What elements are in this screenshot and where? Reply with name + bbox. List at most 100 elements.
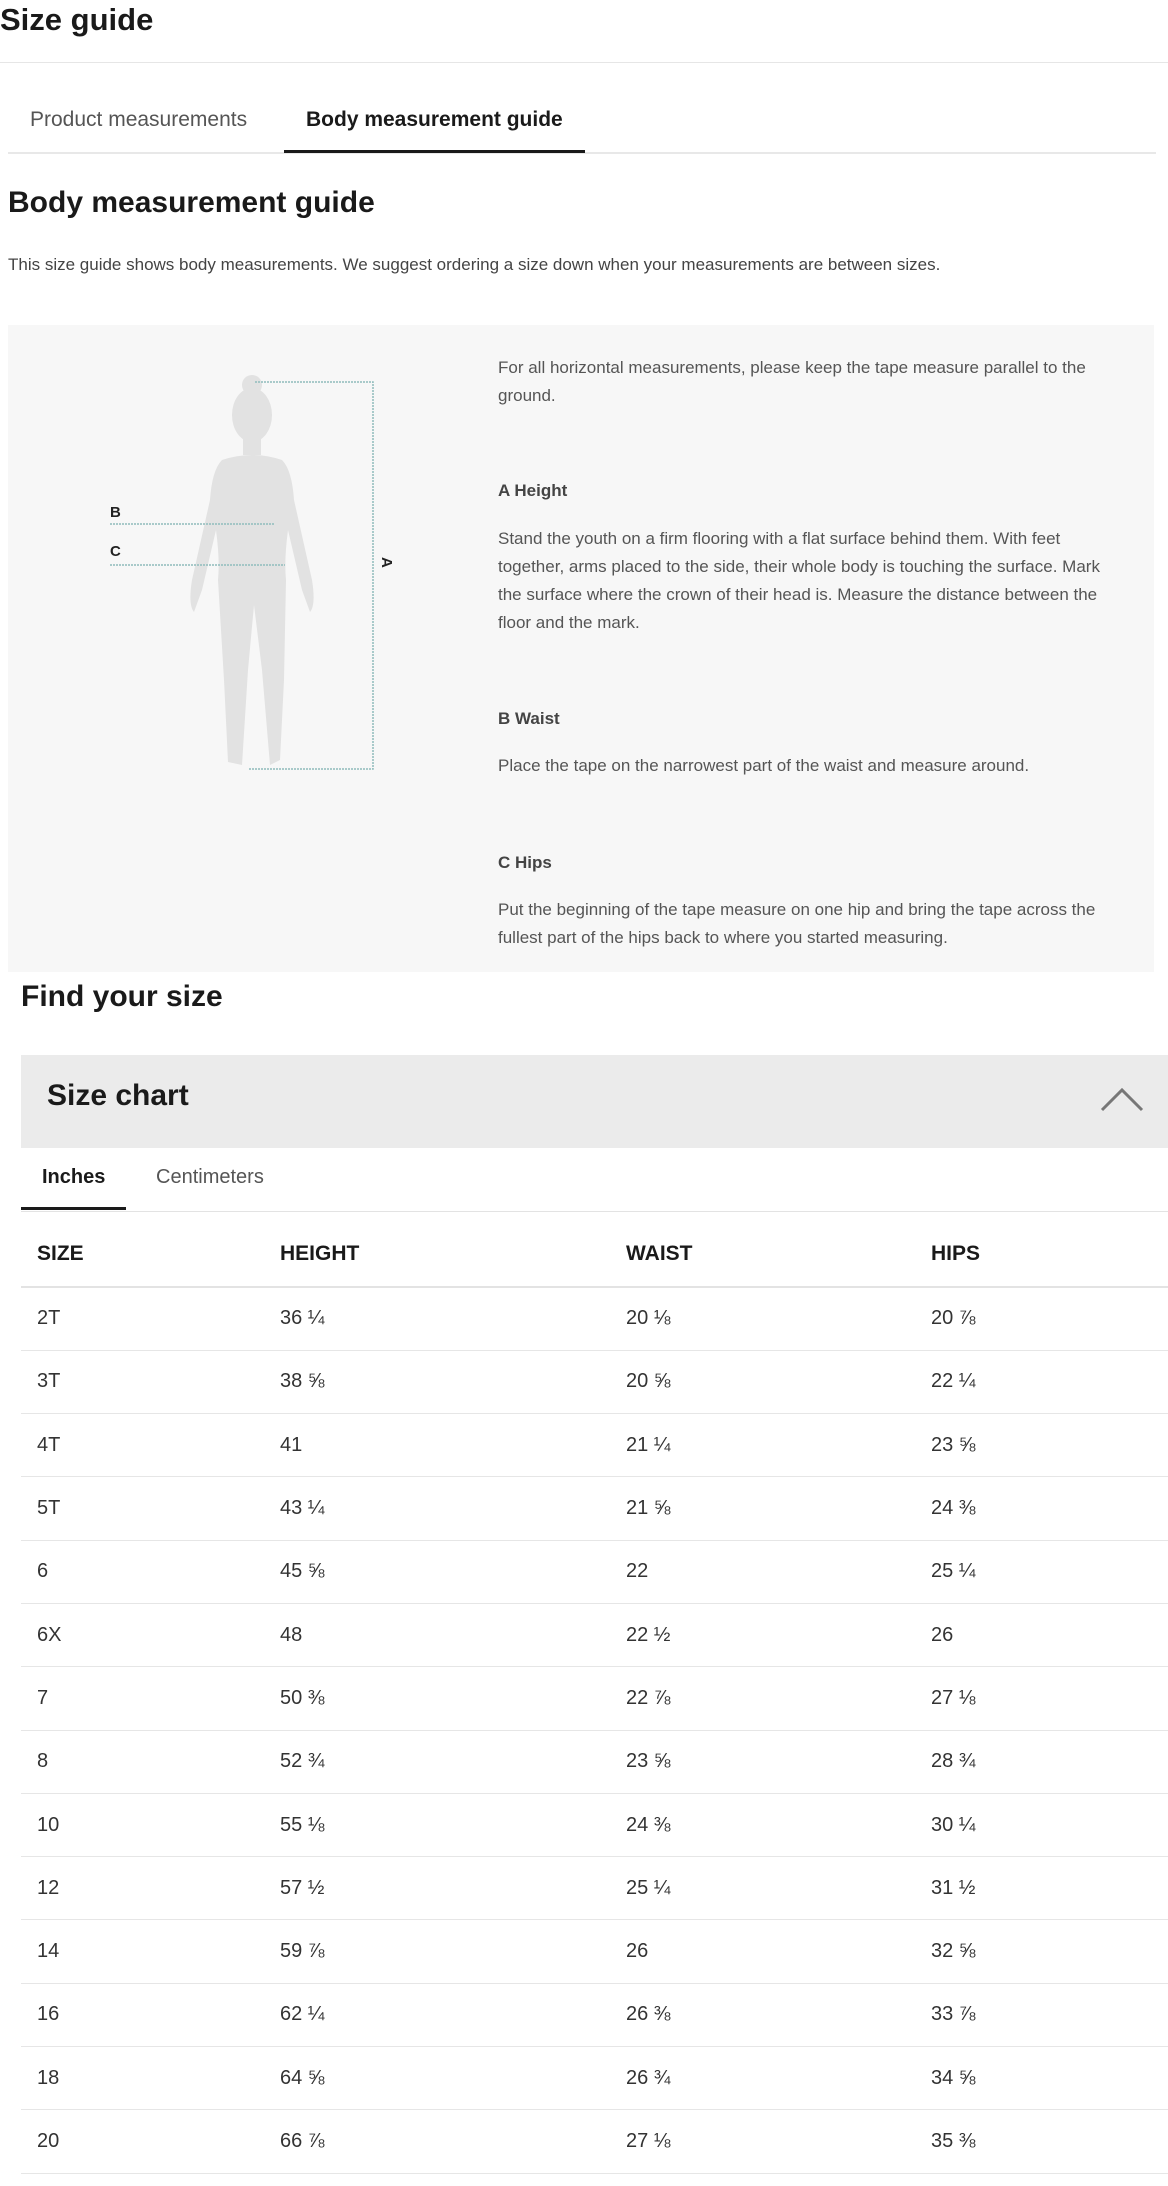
- cell-waist: 26: [626, 1919, 931, 1984]
- table-row: 6X 48 22 ½ 26: [21, 1603, 1168, 1668]
- table-row: 18 64 ⅝ 26 ¾ 34 ⅝: [21, 2046, 1168, 2111]
- cell-hips: 35 ⅜: [931, 2109, 1168, 2174]
- table-row: 6 45 ⅝ 22 25 ¼: [21, 1540, 1168, 1604]
- cell-size: 10: [21, 1793, 280, 1858]
- cell-height: 59 ⅞: [280, 1919, 626, 1984]
- cell-height: 52 ¾: [280, 1730, 626, 1794]
- cell-hips: 28 ¾: [931, 1730, 1168, 1794]
- tape-note: For all horizontal measurements, please …: [498, 358, 1086, 405]
- cell-waist: 21 ⅝: [626, 1476, 931, 1541]
- cell-size: 16: [21, 1983, 280, 2048]
- cell-waist: 27 ⅛: [626, 2109, 931, 2174]
- cell-hips: 23 ⅝: [931, 1413, 1168, 1478]
- unit-tabs: Inches Centimeters: [21, 1148, 1168, 1212]
- cell-height: 55 ⅛: [280, 1793, 626, 1858]
- cell-height: 36 ¼: [280, 1287, 626, 1351]
- tab-body-measurement-guide[interactable]: Body measurement guide: [284, 108, 585, 153]
- hips-text: Put the beginning of the tape measure on…: [498, 900, 1096, 947]
- measurement-panel: [8, 325, 1154, 972]
- table-row: 5T 43 ¼ 21 ⅝ 24 ⅜: [21, 1476, 1168, 1541]
- cell-waist: 26 ¾: [626, 2046, 931, 2111]
- cell-height: 45 ⅝: [280, 1540, 626, 1604]
- cell-waist: 23 ⅝: [626, 1730, 931, 1794]
- table-row: 14 59 ⅞ 26 32 ⅝: [21, 1919, 1168, 1984]
- col-waist: WAIST: [626, 1222, 931, 1288]
- cell-size: 3T: [21, 1350, 280, 1415]
- cell-hips: 20 ⅞: [931, 1287, 1168, 1351]
- size-chart-title: Size chart: [47, 1079, 189, 1112]
- cell-waist: 20 ⅝: [626, 1350, 931, 1415]
- col-hips: HIPS: [931, 1222, 1168, 1288]
- label-c: C: [110, 543, 121, 560]
- cell-size: 2T: [21, 1287, 280, 1351]
- divider: [0, 62, 1168, 63]
- label-a: A: [378, 557, 395, 568]
- waist-title: B Waist: [498, 709, 560, 728]
- height-title: A Height: [498, 481, 568, 500]
- cell-height: 50 ⅜: [280, 1666, 626, 1731]
- cell-hips: 27 ⅛: [931, 1666, 1168, 1731]
- table-header-row: SIZE HEIGHT WAIST HIPS: [21, 1222, 1168, 1288]
- intro-text: This size guide shows body measurements.…: [8, 255, 941, 274]
- cell-hips: 24 ⅜: [931, 1476, 1168, 1541]
- height-text: Stand the youth on a firm flooring with …: [498, 529, 1100, 632]
- modal-title: Size guide: [0, 2, 154, 37]
- cell-height: 38 ⅝: [280, 1350, 626, 1415]
- cell-waist: 20 ⅛: [626, 1287, 931, 1351]
- cell-height: 64 ⅝: [280, 2046, 626, 2111]
- cell-height: 57 ½: [280, 1856, 626, 1921]
- body-diagram: B C A: [110, 375, 395, 770]
- cell-hips: 34 ⅝: [931, 2046, 1168, 2111]
- cell-size: 20: [21, 2109, 280, 2174]
- cell-waist: 22 ½: [626, 1603, 931, 1668]
- cell-waist: 26 ⅜: [626, 1983, 931, 2048]
- cell-size: 6: [21, 1540, 280, 1604]
- cell-size: 12: [21, 1856, 280, 1921]
- size-chart-accordion-header[interactable]: Size chart: [21, 1055, 1168, 1148]
- table-row: 20 66 ⅞ 27 ⅛ 35 ⅜: [21, 2109, 1168, 2174]
- cell-waist: 21 ¼: [626, 1413, 931, 1478]
- guide-tabs: Product measurements Body measurement gu…: [8, 100, 1156, 154]
- cell-size: 14: [21, 1919, 280, 1984]
- cell-size: 7: [21, 1666, 280, 1731]
- cell-height: 62 ¼: [280, 1983, 626, 2048]
- col-size: SIZE: [21, 1222, 280, 1288]
- cell-height: 41: [280, 1413, 626, 1478]
- cell-height: 66 ⅞: [280, 2109, 626, 2174]
- measure-lines: [110, 381, 374, 770]
- find-size-heading: Find your size: [21, 980, 223, 1013]
- cell-waist: 22 ⅞: [626, 1666, 931, 1731]
- table-row: 3T 38 ⅝ 20 ⅝ 22 ¼: [21, 1350, 1168, 1415]
- tab-product-measurements[interactable]: Product measurements: [30, 108, 248, 131]
- size-table: SIZE HEIGHT WAIST HIPS 2T 36 ¼ 20 ⅛ 20 ⅞ 3T 3…: [21, 1222, 1168, 2174]
- label-b: B: [110, 504, 121, 521]
- cell-height: 48: [280, 1603, 626, 1668]
- waist-text: Place the tape on the narrowest part of …: [498, 756, 1030, 775]
- hips-title: C Hips: [498, 853, 552, 872]
- cell-size: 5T: [21, 1476, 280, 1541]
- cell-size: 6X: [21, 1603, 280, 1668]
- cell-waist: 24 ⅜: [626, 1793, 931, 1858]
- section-heading: Body measurement guide: [8, 186, 375, 219]
- cell-hips: 30 ¼: [931, 1793, 1168, 1858]
- table-row: 16 62 ¼ 26 ⅜ 33 ⅞: [21, 1983, 1168, 2048]
- tab-inches[interactable]: Inches: [21, 1166, 127, 1210]
- col-height: HEIGHT: [280, 1222, 626, 1288]
- cell-waist: 25 ¼: [626, 1856, 931, 1921]
- cell-size: 18: [21, 2046, 280, 2111]
- chevron-up-icon[interactable]: [1100, 1085, 1144, 1113]
- table-row: 7 50 ⅜ 22 ⅞ 27 ⅛: [21, 1666, 1168, 1731]
- cell-hips: 22 ¼: [931, 1350, 1168, 1415]
- tab-centimeters[interactable]: Centimeters: [156, 1166, 264, 1188]
- cell-hips: 25 ¼: [931, 1540, 1168, 1604]
- cell-hips: 26: [931, 1603, 1168, 1668]
- table-row: 10 55 ⅛ 24 ⅜ 30 ¼: [21, 1793, 1168, 1858]
- cell-hips: 33 ⅞: [931, 1983, 1168, 2048]
- table-row: 8 52 ¾ 23 ⅝ 28 ¾: [21, 1730, 1168, 1794]
- table-row: 12 57 ½ 25 ¼ 31 ½: [21, 1856, 1168, 1921]
- table-row: 2T 36 ¼ 20 ⅛ 20 ⅞: [21, 1287, 1168, 1351]
- body-silhouette: [190, 375, 314, 765]
- cell-hips: 32 ⅝: [931, 1919, 1168, 1984]
- cell-size: 8: [21, 1730, 280, 1794]
- table-row: 4T 41 21 ¼ 23 ⅝: [21, 1413, 1168, 1478]
